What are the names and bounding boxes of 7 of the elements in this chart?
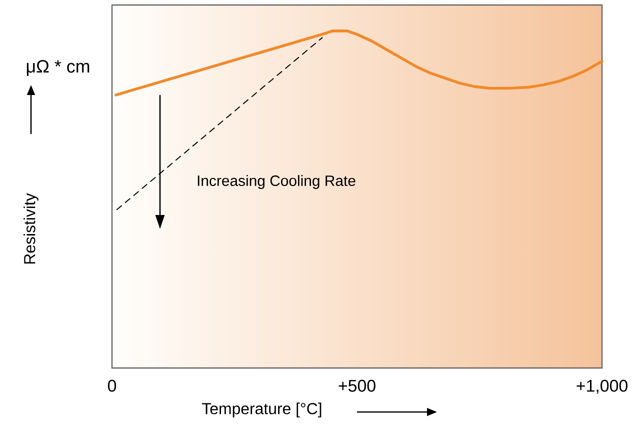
x-tick-label: 0 bbox=[108, 380, 116, 392]
x-tick-label: +1,000 bbox=[576, 380, 628, 394]
text: μΩ * cm bbox=[26, 60, 90, 76]
x-tick-label: +500 bbox=[338, 380, 376, 392]
y-axis-title: Resistivity bbox=[24, 193, 38, 264]
x-axis-title: Temperature [°C] bbox=[202, 402, 322, 418]
annotation: Increasing Cooling Rate bbox=[198, 175, 356, 189]
